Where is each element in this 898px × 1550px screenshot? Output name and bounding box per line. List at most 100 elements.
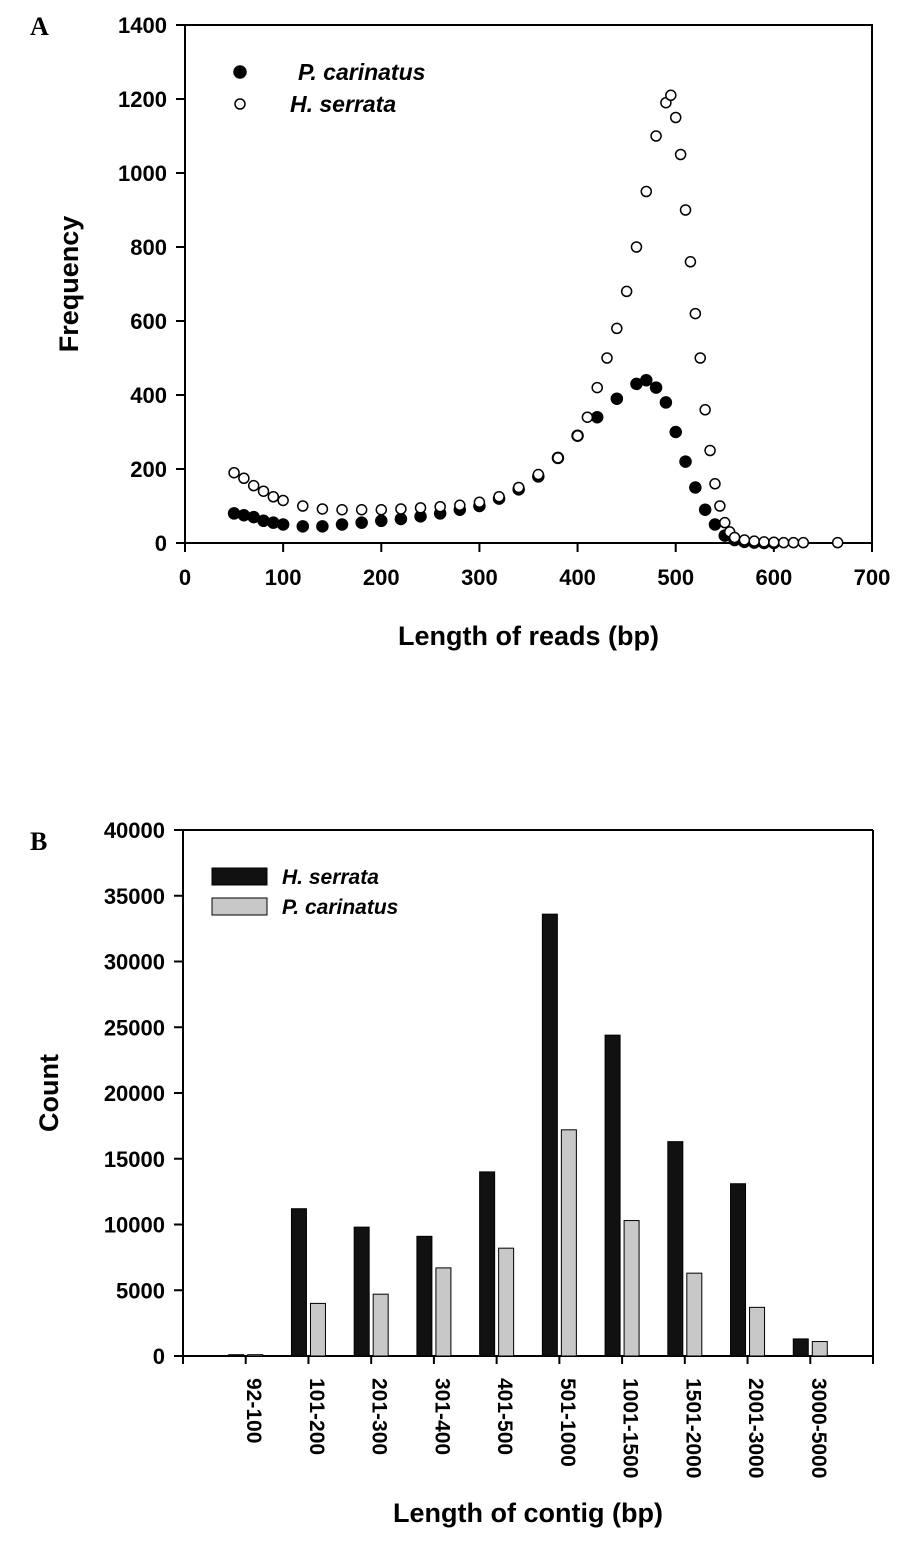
y-tick-label: 1000 [118,161,167,186]
data-point [709,478,721,490]
data-point [335,518,349,531]
legend-swatch [211,867,268,886]
legend-label: P. carinatus [282,896,398,919]
data-point [679,204,692,216]
bar-p-carinatus [811,1341,828,1357]
y-tick-label: 25000 [104,1015,165,1040]
data-point [316,503,329,515]
data-point [704,444,716,457]
bar-h-serrata [290,1208,307,1357]
bar-p-carinatus [749,1306,766,1357]
bar-h-serrata [541,913,558,1357]
bar-h-serrata [667,1141,684,1357]
y-tick-label: 5000 [116,1278,165,1303]
data-point [649,381,663,394]
data-point [267,491,280,503]
data-point [610,392,624,405]
data-point [640,373,653,387]
bar-p-carinatus [309,1302,326,1357]
data-point [738,534,751,546]
data-point [375,503,388,516]
x-tick-label: 2001-3000 [744,1378,767,1478]
data-point [684,256,697,268]
x-tick-label: 200 [363,565,400,590]
bar-h-serrata [479,1171,496,1357]
legend-label: H. serrata [282,866,379,889]
data-point [669,111,682,124]
x-axis-label: Length of contig (bp) [393,1498,663,1528]
y-tick-label: 0 [155,531,167,556]
data-point [512,481,525,494]
y-tick-label: 800 [130,235,167,260]
x-tick-label: 100 [265,565,302,590]
x-tick-label: 1501-2000 [681,1378,704,1478]
data-point [679,455,692,468]
data-point [394,512,408,526]
legend-marker [233,65,247,79]
y-tick-label: 15000 [104,1147,165,1172]
data-point [247,479,260,492]
bar-h-serrata [604,1034,621,1357]
legend-label: P. carinatus [298,59,425,85]
data-point [719,516,731,529]
data-point [777,536,790,549]
x-tick-label: 600 [755,565,792,590]
data-point [375,514,388,528]
data-point [297,500,309,512]
x-tick-label: 1001-1500 [619,1378,642,1478]
data-point [714,500,726,512]
data-point [454,499,466,512]
data-point [238,472,250,484]
data-point [708,518,722,531]
bar-h-serrata [353,1226,370,1357]
data-point [620,285,633,298]
data-point [473,496,486,509]
data-point [611,322,623,335]
data-point [591,381,603,394]
y-tick-label: 200 [130,457,167,482]
y-tick-label: 1400 [118,13,167,38]
panel-label: A [30,12,49,41]
panel-label: B [30,827,47,856]
bar-h-serrata [792,1338,809,1357]
data-point [640,185,653,198]
data-point [532,468,545,481]
x-tick-label: 3000-5000 [807,1378,830,1478]
data-point [674,148,687,161]
y-tick-label: 400 [130,383,167,408]
legend-marker [234,98,246,110]
data-point [748,535,760,547]
data-point [276,518,290,531]
data-point [698,503,712,516]
bar-h-serrata [228,1354,245,1357]
y-axis-label: Frequency [54,216,84,353]
data-point [797,536,810,549]
data-point [355,516,368,529]
data-point [669,425,682,439]
data-point [601,352,613,364]
data-point [336,503,348,516]
data-point [257,485,270,497]
data-point [758,536,770,548]
data-point [434,500,446,513]
data-point [630,241,643,253]
data-point [590,410,604,424]
y-tick-label: 30000 [104,950,165,975]
bar-p-carinatus [435,1267,452,1357]
x-tick-label: 0 [179,565,191,590]
data-point [296,520,310,533]
data-point [395,503,407,515]
data-point [650,130,662,142]
bar-p-carinatus [686,1272,703,1357]
data-point [689,481,702,494]
data-point [414,502,427,514]
data-point [493,491,505,503]
legend-label: H. serrata [290,91,396,117]
bar-p-carinatus [623,1220,640,1357]
data-point [355,503,368,516]
data-point [787,536,800,549]
x-axis-label: Length of reads (bp) [398,621,659,651]
x-tick-label: 400 [559,565,596,590]
x-tick-label: 300 [461,565,498,590]
data-point [689,307,702,320]
